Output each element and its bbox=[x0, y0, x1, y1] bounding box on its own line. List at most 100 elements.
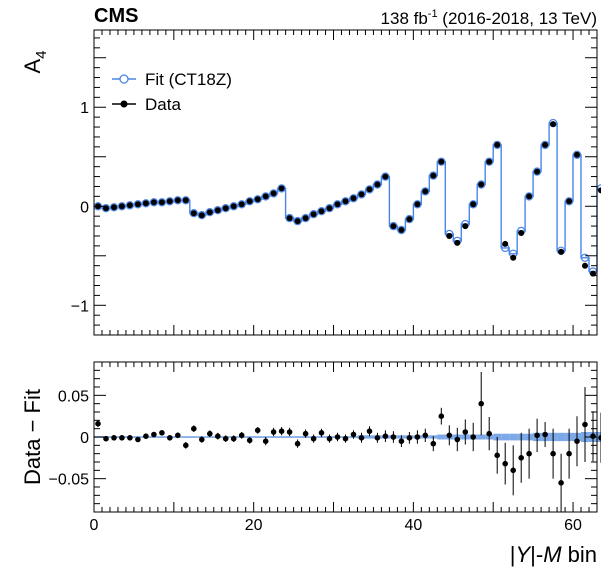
residual-point-48 bbox=[478, 400, 485, 407]
data-point-26 bbox=[302, 215, 309, 222]
residual-point-59 bbox=[566, 450, 572, 457]
fit-marker-11 bbox=[181, 196, 190, 205]
data-point-61 bbox=[582, 262, 588, 269]
fit-marker-15 bbox=[213, 205, 222, 215]
residual-point-6 bbox=[143, 433, 149, 440]
fit-band-bin-12 bbox=[189, 436, 198, 438]
data-point-54 bbox=[526, 193, 533, 200]
top-fit-layer bbox=[93, 118, 601, 276]
residual-point-2 bbox=[111, 435, 117, 441]
data-point-44 bbox=[446, 233, 453, 239]
data-point-29 bbox=[326, 205, 333, 212]
fit-marker-27 bbox=[309, 209, 318, 219]
residual-point-62 bbox=[590, 433, 596, 440]
fit-marker-14 bbox=[205, 207, 214, 217]
xlabel-mid: |- bbox=[530, 542, 543, 567]
residual-point-23 bbox=[278, 428, 285, 435]
fit-marker-21 bbox=[261, 192, 270, 201]
residual-point-61 bbox=[582, 421, 588, 428]
data-point-15 bbox=[214, 207, 221, 214]
residual-point-47 bbox=[470, 434, 477, 440]
data-point-63 bbox=[598, 187, 601, 194]
xlabel-prefix: | bbox=[510, 542, 516, 567]
fit-band-bin-23 bbox=[277, 436, 286, 438]
data-point-40 bbox=[414, 201, 421, 208]
residual-point-46 bbox=[462, 429, 469, 435]
residual-point-53 bbox=[518, 455, 524, 461]
data-point-14 bbox=[206, 209, 213, 216]
fit-marker-42 bbox=[429, 171, 438, 180]
residual-point-17 bbox=[230, 435, 237, 442]
data-point-31 bbox=[342, 198, 349, 205]
data-point-33 bbox=[358, 191, 365, 198]
fit-marker-9 bbox=[165, 197, 174, 206]
data-point-4 bbox=[126, 202, 133, 209]
legend-data-label: Data bbox=[145, 95, 181, 114]
residual-point-21 bbox=[262, 438, 269, 445]
residual-point-19 bbox=[246, 437, 253, 444]
fit-marker-23 bbox=[277, 184, 286, 193]
fit-marker-47 bbox=[469, 200, 478, 209]
fit-marker-22 bbox=[269, 189, 278, 198]
bottom-panel: −0.05 0 0.05 0 20 40 60 Data − Fit |Y|-M bin bbox=[20, 361, 601, 567]
fit-band-bin-34 bbox=[365, 435, 374, 439]
residual-point-16 bbox=[222, 435, 229, 442]
data-point-20 bbox=[254, 196, 261, 203]
data-point-37 bbox=[390, 223, 397, 230]
fit-band-bin-14 bbox=[205, 436, 214, 438]
fit-band-bin-52 bbox=[509, 433, 518, 441]
data-point-8 bbox=[158, 199, 165, 206]
fit-marker-5 bbox=[133, 200, 143, 209]
fit-marker-59 bbox=[564, 197, 574, 206]
lumi-suffix: (2016-2018, 13 TeV) bbox=[438, 9, 597, 28]
data-point-17 bbox=[230, 203, 237, 210]
bottom-ticks bbox=[93, 362, 597, 512]
residual-point-10 bbox=[175, 432, 181, 439]
residual-point-29 bbox=[326, 435, 333, 442]
residual-point-0 bbox=[95, 420, 101, 427]
residual-point-30 bbox=[334, 434, 341, 440]
fit-marker-49 bbox=[485, 157, 494, 166]
data-point-57 bbox=[550, 121, 557, 128]
residual-point-56 bbox=[542, 431, 548, 438]
residual-point-55 bbox=[534, 432, 540, 439]
data-point-46 bbox=[462, 223, 469, 230]
residual-point-63 bbox=[598, 435, 601, 441]
data-point-10 bbox=[174, 197, 181, 204]
residual-point-18 bbox=[238, 432, 245, 439]
data-point-43 bbox=[438, 158, 445, 165]
fit-marker-26 bbox=[301, 213, 310, 223]
legend-data-marker bbox=[120, 100, 128, 108]
fit-marker-56 bbox=[540, 140, 550, 150]
fit-marker-55 bbox=[532, 167, 542, 176]
top-ytick-label-2: 1 bbox=[80, 100, 89, 117]
top-plot-frame bbox=[93, 29, 598, 336]
data-point-22 bbox=[270, 190, 277, 197]
residual-point-45 bbox=[454, 436, 461, 443]
fit-band-bin-22 bbox=[269, 436, 278, 438]
residual-point-41 bbox=[422, 432, 429, 439]
bottom-xtick-label-1: 20 bbox=[245, 517, 263, 534]
residual-point-31 bbox=[342, 435, 349, 442]
data-point-41 bbox=[422, 188, 429, 195]
fit-marker-61 bbox=[580, 253, 590, 262]
data-point-52 bbox=[510, 254, 517, 261]
bottom-xtick-label-2: 40 bbox=[404, 517, 422, 534]
top-ylabel-sub: 4 bbox=[33, 50, 50, 58]
data-point-24 bbox=[286, 215, 293, 222]
lumi-exponent: -1 bbox=[428, 8, 438, 20]
fit-marker-24 bbox=[285, 213, 294, 223]
residual-point-51 bbox=[502, 460, 509, 467]
data-point-48 bbox=[478, 181, 485, 188]
residual-point-9 bbox=[167, 435, 173, 441]
data-point-30 bbox=[334, 201, 341, 208]
fit-marker-39 bbox=[405, 214, 414, 224]
residual-point-33 bbox=[358, 435, 365, 441]
fit-marker-12 bbox=[189, 208, 198, 218]
residual-point-4 bbox=[127, 435, 133, 441]
fit-marker-19 bbox=[245, 197, 254, 206]
residual-point-27 bbox=[310, 435, 317, 442]
bottom-xlabel: |Y|-M bin bbox=[510, 542, 597, 567]
data-point-55 bbox=[534, 168, 541, 175]
